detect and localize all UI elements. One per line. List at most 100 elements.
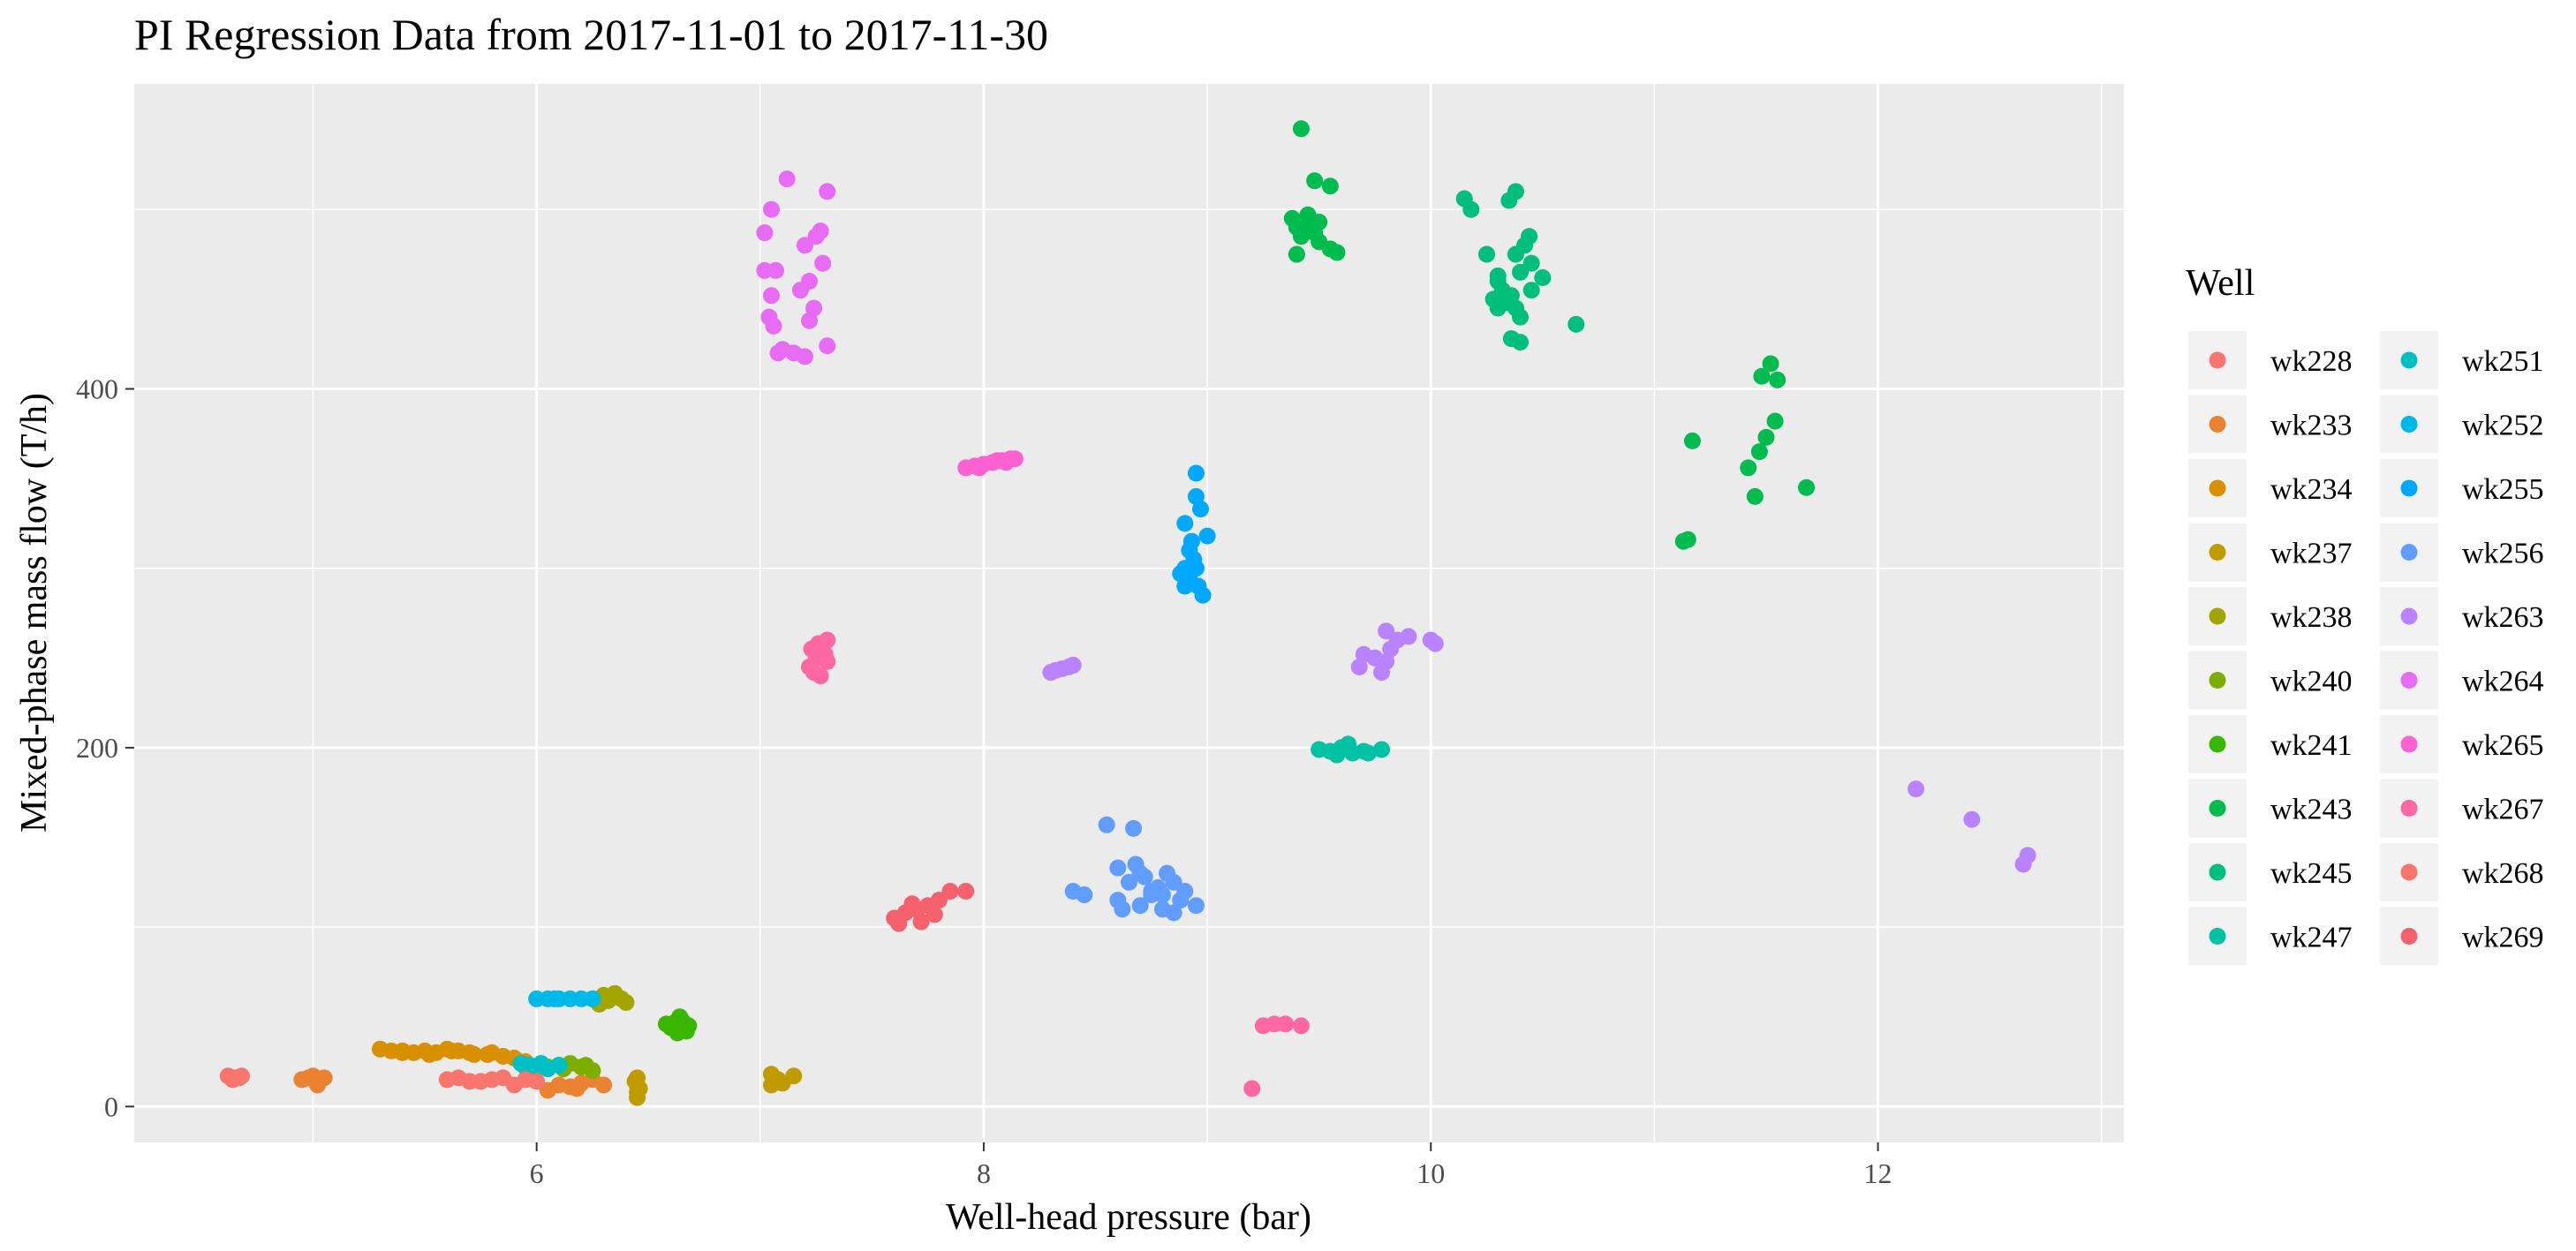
series-wk264 — [756, 170, 836, 366]
legend-key-marker — [2209, 544, 2226, 561]
data-point — [311, 1071, 329, 1089]
data-point — [517, 1059, 534, 1076]
legend-key-marker — [2400, 800, 2418, 817]
legend-label: wk264 — [2462, 666, 2544, 698]
data-point — [1321, 177, 1339, 195]
data-point — [442, 1042, 460, 1059]
x-axis: 6 8 10 12 — [530, 1142, 1892, 1189]
legend-label: wk268 — [2462, 857, 2544, 890]
data-point — [903, 895, 921, 913]
legend-item-wk238: wk238 — [2188, 587, 2353, 645]
data-point — [420, 1045, 438, 1063]
data-point — [1194, 586, 1212, 604]
legend-item-wk233: wk233 — [2188, 395, 2353, 454]
legend-item-wk268: wk268 — [2380, 843, 2544, 901]
data-point — [791, 282, 809, 299]
data-point — [1963, 810, 1981, 828]
data-point — [796, 348, 813, 366]
data-point — [1328, 746, 1346, 764]
legend-item-wk241: wk241 — [2188, 715, 2353, 773]
legend-label: wk256 — [2462, 538, 2544, 570]
x-tick-label: 6 — [530, 1157, 544, 1189]
data-point — [1149, 878, 1167, 896]
legend-label: wk234 — [2270, 473, 2353, 506]
data-point — [762, 200, 780, 218]
data-point — [762, 1076, 780, 1094]
data-point — [814, 254, 832, 272]
data-point — [2014, 855, 2032, 873]
chart-title: PI Regression Data from 2017-11-01 to 20… — [134, 10, 1048, 59]
minor-gridlines — [134, 84, 2124, 1142]
data-point — [595, 1076, 613, 1094]
data-point — [957, 882, 975, 900]
legend-label: wk240 — [2270, 666, 2353, 698]
major-gridlines — [134, 84, 2124, 1142]
data-point — [1172, 892, 1190, 909]
data-point — [1746, 487, 1764, 505]
series-wk265 — [957, 450, 1024, 477]
data-point — [1288, 245, 1305, 263]
data-point — [765, 317, 782, 335]
legend-key-marker — [2400, 863, 2418, 881]
data-point — [1507, 183, 1524, 200]
data-point — [1277, 1015, 1295, 1033]
legend-item-wk251: wk251 — [2380, 331, 2544, 389]
legend-key-marker — [2400, 928, 2418, 945]
data-point — [1798, 479, 1816, 496]
data-point — [1378, 652, 1395, 670]
y-tick-label: 0 — [104, 1090, 118, 1122]
data-point — [1750, 443, 1768, 461]
data-point — [1136, 868, 1153, 885]
data-point — [1512, 263, 1530, 281]
data-point — [1522, 254, 1540, 272]
legend-item-wk255: wk255 — [2380, 459, 2544, 517]
data-point — [762, 287, 780, 305]
data-point — [1076, 886, 1093, 904]
legend-key-marker — [2209, 479, 2226, 497]
data-point — [1187, 464, 1205, 482]
series-wk252 — [528, 990, 601, 1007]
legend-label: wk263 — [2462, 601, 2544, 634]
data-point — [1340, 735, 1357, 753]
x-axis-title: Well-head pressure (bar) — [946, 1197, 1311, 1238]
legend-key-marker — [2209, 416, 2226, 433]
data-point — [1165, 904, 1182, 922]
legend-key-marker — [2400, 735, 2418, 753]
data-point — [1740, 459, 1757, 477]
data-point — [1125, 819, 1143, 837]
legend-key-marker — [2209, 928, 2226, 945]
data-point — [1127, 855, 1144, 873]
legend-label: wk267 — [2462, 794, 2544, 826]
data-point — [1172, 565, 1190, 583]
data-point — [756, 224, 774, 242]
data-point — [941, 882, 959, 900]
legend-item-wk256: wk256 — [2380, 523, 2544, 582]
data-point — [461, 1073, 479, 1090]
data-point — [1192, 501, 1210, 518]
data-point — [1478, 245, 1496, 263]
data-point — [1359, 744, 1377, 762]
data-point — [1683, 432, 1701, 449]
data-point — [819, 652, 836, 670]
data-point — [1426, 635, 1444, 652]
legend-label: wk233 — [2270, 410, 2353, 442]
series-wk255 — [1172, 464, 1216, 604]
legend-label: wk241 — [2270, 729, 2353, 762]
series-wk228 — [219, 1067, 251, 1089]
data-point — [819, 337, 836, 355]
legend-label: wk251 — [2462, 345, 2544, 378]
data-point — [803, 640, 820, 658]
legend-title: Well — [2186, 263, 2255, 304]
data-point — [1187, 560, 1205, 577]
legend-label: wk252 — [2462, 410, 2544, 442]
legend-label: wk255 — [2462, 473, 2544, 506]
data-point — [997, 454, 1015, 471]
data-point — [1306, 224, 1324, 242]
legend-label: wk245 — [2270, 857, 2353, 890]
y-tick-label: 400 — [76, 373, 118, 404]
x-tick-label: 8 — [977, 1157, 991, 1189]
data-point — [1400, 628, 1417, 645]
legend-item-wk263: wk263 — [2380, 587, 2544, 645]
data-point — [1378, 622, 1395, 640]
